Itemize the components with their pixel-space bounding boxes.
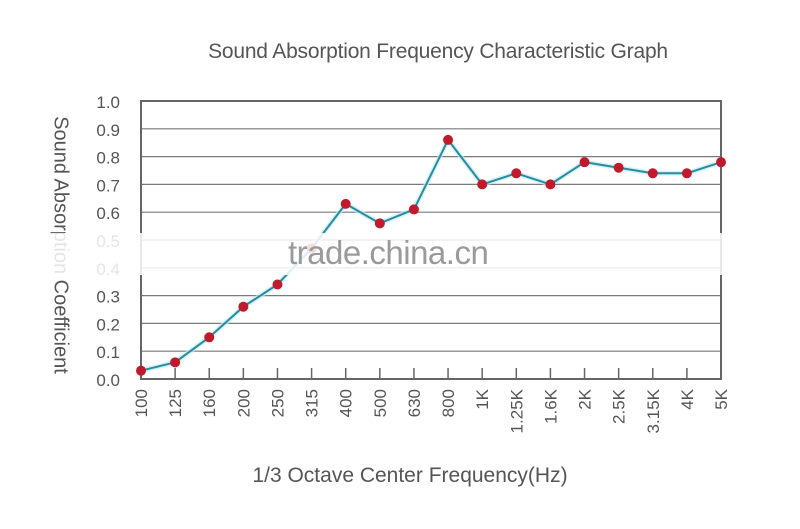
- y-tick-label: 0.8: [96, 149, 120, 168]
- x-tick-label: 3.15K: [644, 388, 663, 433]
- x-tick-label: 2.5K: [610, 388, 629, 424]
- y-tick-label: 0.7: [96, 176, 120, 195]
- data-point-marker: [579, 157, 590, 168]
- x-tick-label: 1K: [473, 388, 492, 409]
- y-tick-label: 0.9: [96, 121, 120, 140]
- series-line: [140, 138, 722, 372]
- x-axis-label: 1/3 Octave Center Frequency(Hz): [252, 464, 568, 487]
- watermark-band: [0, 233, 800, 275]
- data-point-marker: [716, 157, 726, 168]
- x-tick-label: 630: [405, 389, 424, 417]
- data-point-marker: [647, 168, 658, 179]
- x-tick-label: 800: [439, 389, 458, 417]
- y-tick-label: 0.0: [96, 371, 120, 390]
- data-point-marker: [408, 204, 419, 215]
- data-point-marker: [374, 218, 385, 229]
- data-point-marker: [511, 168, 522, 179]
- data-point-marker: [613, 162, 624, 173]
- data-point-marker: [477, 179, 488, 190]
- x-tick-label: 500: [371, 389, 390, 417]
- x-tick-label: 100: [132, 389, 151, 417]
- x-tick-label: 125: [166, 389, 185, 417]
- x-tick-label: 1.25K: [507, 388, 526, 433]
- x-tick-label: 1.6K: [541, 388, 560, 424]
- y-tick-label: 0.3: [96, 288, 120, 307]
- data-point-marker: [238, 301, 249, 312]
- data-point-marker: [272, 279, 283, 290]
- data-point-marker: [545, 179, 556, 190]
- x-tick-label: 160: [200, 389, 219, 417]
- watermark-text: trade.china.cn: [288, 234, 489, 271]
- x-tick-label: 250: [268, 389, 287, 417]
- y-tick-label: 0.2: [96, 315, 120, 334]
- data-point-marker: [204, 332, 215, 343]
- y-tick-label: 0.1: [96, 343, 120, 362]
- x-tick-label: 315: [303, 389, 322, 417]
- y-tick-label: 1.0: [96, 93, 120, 112]
- data-point-marker: [136, 365, 146, 376]
- data-point-marker: [443, 134, 454, 145]
- x-tick-label: 4K: [678, 388, 697, 409]
- x-tick-label: 200: [234, 389, 253, 417]
- x-tick-label: 2K: [576, 388, 595, 409]
- data-point-marker: [340, 198, 351, 209]
- data-point-marker: [681, 168, 692, 179]
- y-tick-label: 0.6: [96, 204, 120, 223]
- x-tick-label: 400: [337, 389, 356, 417]
- chart-title: Sound Absorption Frequency Characteristi…: [208, 40, 668, 63]
- data-point-marker: [170, 357, 181, 368]
- x-tick-label: 5K: [712, 388, 731, 409]
